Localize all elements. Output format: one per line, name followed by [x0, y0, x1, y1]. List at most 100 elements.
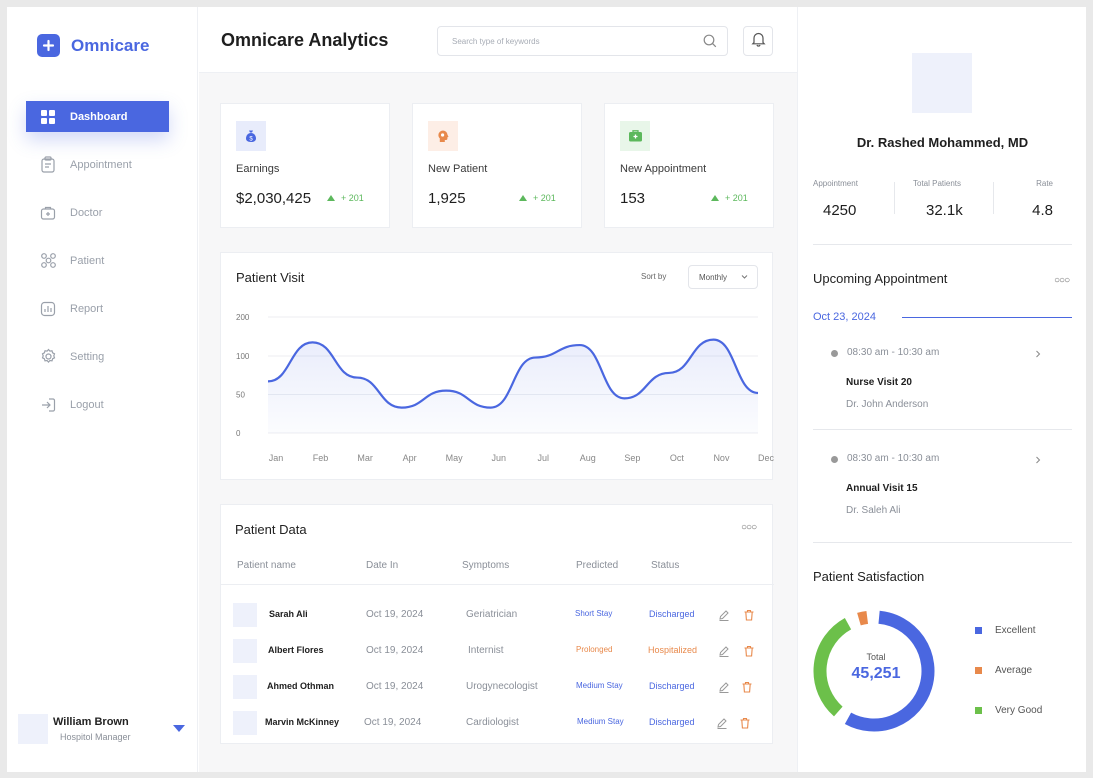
logo[interactable]: Omnicare [37, 34, 149, 57]
search-input[interactable] [438, 27, 678, 55]
more-options-icon[interactable]: ○○○ [1054, 275, 1070, 286]
clipboard-icon [26, 156, 70, 173]
x-tick-label: Jan [269, 453, 284, 463]
y-tick-label: 200 [236, 313, 250, 322]
x-tick-label: Feb [313, 453, 329, 463]
sort-value: Monthly [699, 272, 728, 282]
chevron-right-icon[interactable] [1034, 346, 1042, 364]
x-tick-label: Mar [357, 453, 373, 463]
delta-value: + 201 [725, 193, 748, 203]
table-row[interactable]: Marvin McKinney Oct 19, 2024 Cardiologis… [221, 706, 774, 742]
x-tick-label: May [446, 453, 464, 463]
symptoms: Urogynecologist [466, 681, 538, 692]
donut-segment-average [857, 610, 869, 626]
sidebar-item-label: Appointment [70, 158, 132, 171]
stat-delta: + 201 [711, 193, 748, 203]
series-line [267, 338, 759, 409]
delete-icon[interactable] [743, 644, 755, 662]
table-row[interactable]: Sarah Ali Oct 19, 2024 Geriatrician Shor… [221, 598, 774, 634]
section-title: Upcoming Appointment [813, 271, 948, 286]
notification-button[interactable] [743, 26, 773, 56]
stat-card-new-appointment: New Appointment 153 + 201 [604, 103, 774, 228]
stat-label: New Appointment [620, 163, 707, 175]
timeline-dot [831, 456, 838, 463]
date-in: Oct 19, 2024 [366, 609, 424, 620]
donut-segment-excellent [844, 610, 935, 732]
legend-label: Excellent [995, 625, 1036, 636]
sidebar-item-label: Report [70, 302, 104, 315]
status-badge: Discharged [649, 717, 695, 727]
legend-swatch [975, 667, 982, 674]
delete-icon[interactable] [739, 716, 751, 734]
sidebar-item-doctor[interactable]: Doctor [26, 197, 169, 228]
appointment-date: Oct 23, 2024 [813, 311, 876, 323]
x-tick-label: Apr [403, 453, 417, 463]
predicted: Medium Stay [577, 717, 624, 726]
edit-icon[interactable] [718, 680, 730, 698]
date-in: Oct 19, 2024 [364, 717, 422, 728]
sidebar-item-label: Setting [70, 350, 105, 363]
y-tick-label: 50 [236, 391, 245, 400]
search-icon[interactable] [703, 34, 717, 53]
section-title: Patient Satisfaction [813, 569, 925, 584]
sidebar-item-logout[interactable]: Logout [26, 389, 169, 420]
edit-icon[interactable] [716, 716, 728, 734]
x-tick-label: Nov [713, 453, 730, 463]
patient-visit-card: Patient Visit Sort by Monthly 0 50 100 200 J… [220, 252, 774, 480]
x-tick-label: Dec [758, 453, 774, 463]
chevron-right-icon[interactable] [1034, 452, 1042, 470]
edit-icon[interactable] [718, 608, 730, 626]
doctor-stat-rate: Rate 4.8 [983, 179, 1053, 219]
predicted: Prolonged [576, 645, 613, 654]
y-tick-label: 0 [236, 429, 241, 438]
sidebar-item-report[interactable]: Report [26, 293, 169, 324]
app-window: Omnicare Dashboard Appointment Doctor Pa… [7, 7, 1086, 772]
sidebar-item-label: Dashboard [70, 110, 128, 123]
sort-select[interactable]: Monthly [688, 265, 758, 289]
chevron-down-icon [740, 272, 749, 283]
stat-value: $2,030,425 [236, 190, 312, 207]
appointment-item[interactable]: 08:30 am - 10:30 am Nurse Visit 20 Dr. J… [813, 344, 1072, 434]
stat-value: 1,925 [428, 190, 466, 207]
predicted: Medium Stay [576, 681, 623, 690]
caret-down-icon[interactable] [173, 725, 185, 732]
doctor-stat-appointment: Appointment 4250 [813, 179, 903, 219]
appointment-item[interactable]: 08:30 am - 10:30 am Annual Visit 15 Dr. … [813, 450, 1072, 540]
delete-icon[interactable] [741, 680, 753, 698]
divider [221, 584, 774, 585]
sidebar-item-patient[interactable]: Patient [26, 245, 169, 276]
medical-kit-icon [26, 205, 70, 221]
patient-name: Sarah Ali [269, 609, 308, 619]
appointment-time: 08:30 am - 10:30 am [847, 347, 940, 358]
date-in: Oct 19, 2024 [366, 645, 424, 656]
user-profile[interactable]: William Brown Hospitol Manager [18, 713, 188, 745]
satisfaction-donut-chart [813, 610, 935, 732]
logout-icon [26, 397, 70, 413]
column-header: Symptoms [462, 560, 510, 571]
table-row[interactable]: Albert Flores Oct 19, 2024 Internist Pro… [221, 634, 774, 670]
appointment-title: Annual Visit 15 [846, 483, 918, 494]
symptoms: Internist [468, 645, 504, 656]
search-box[interactable] [437, 26, 728, 56]
patient-visit-chart: 0 50 100 200 Jan Feb Mar Apr May Jun Jul Aug Sep Oct N… [236, 313, 774, 463]
delete-icon[interactable] [743, 608, 755, 626]
x-tick-label: Jun [491, 453, 506, 463]
divider [813, 244, 1072, 245]
sidebar-item-dashboard[interactable]: Dashboard [26, 101, 169, 132]
avatar [233, 711, 257, 735]
user-name: William Brown [53, 716, 129, 728]
x-tick-label: Sep [624, 453, 640, 463]
sidebar-item-setting[interactable]: Setting [26, 341, 169, 372]
stat-label: New Patient [428, 163, 488, 175]
edit-icon[interactable] [718, 644, 730, 662]
more-options-icon[interactable]: ○○○ [741, 522, 757, 533]
main-content: Omnicare Analytics $ Earnings $2,030,425… [199, 7, 797, 772]
stat-card-earnings: $ Earnings $2,030,425 + 201 [220, 103, 390, 228]
sidebar-item-appointment[interactable]: Appointment [26, 149, 169, 180]
legend-swatch [975, 707, 982, 714]
stat-value: 153 [620, 190, 646, 207]
symptoms: Geriatrician [466, 609, 518, 620]
arrow-up-icon [519, 195, 527, 201]
table-row[interactable]: Ahmed Othman Oct 19, 2024 Urogynecologis… [221, 670, 774, 706]
legend-item-excellent: Excellent [975, 625, 1036, 636]
